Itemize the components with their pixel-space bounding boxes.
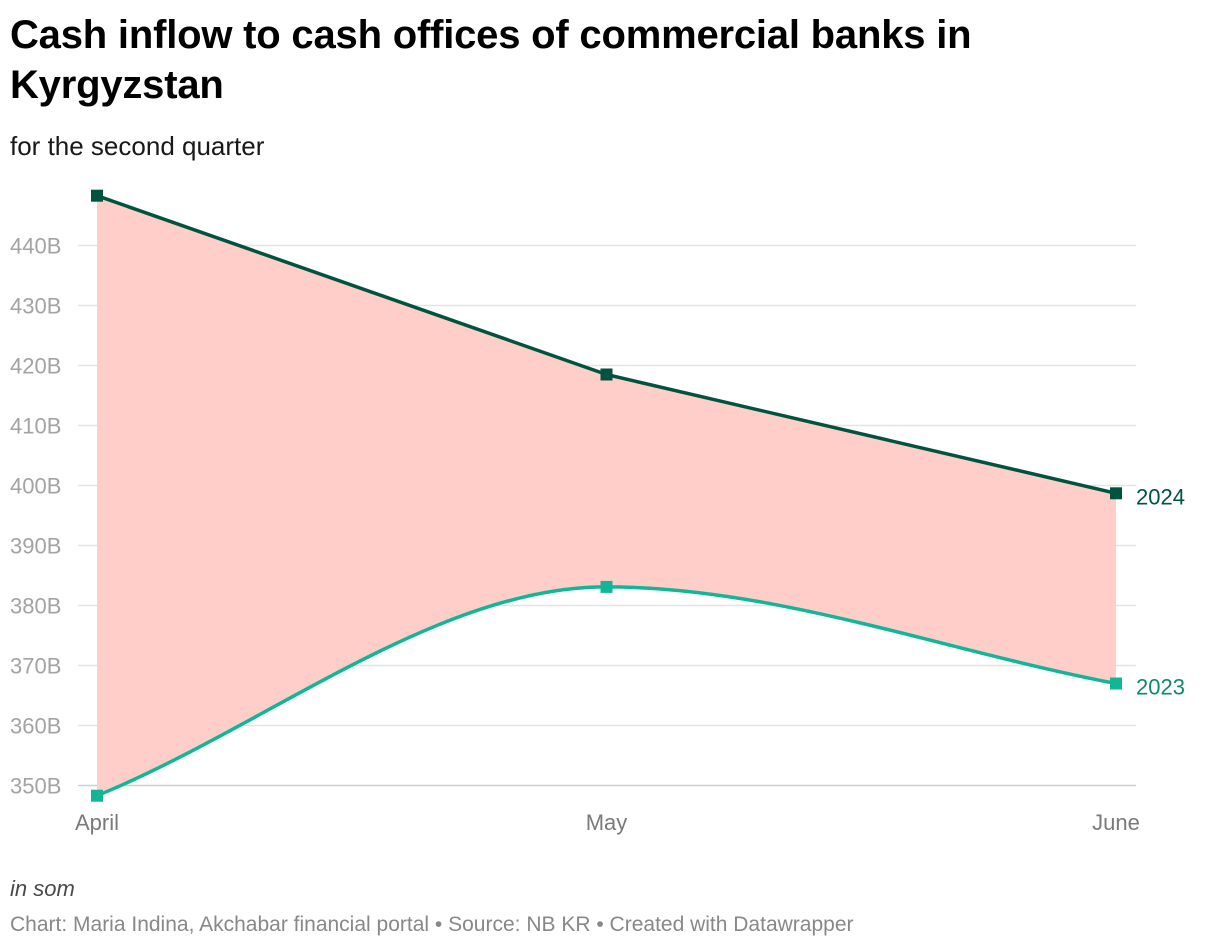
data-point-2024 (91, 189, 103, 202)
area-between-2023-2024 (97, 195, 1116, 796)
y-tick-label: 430B (10, 294, 61, 319)
data-point-2023 (1110, 677, 1122, 690)
y-tick-label: 390B (10, 534, 61, 559)
y-tick-label: 410B (10, 414, 61, 439)
x-tick-label: May (586, 810, 628, 835)
x-tick-label: June (1092, 810, 1140, 835)
x-axis: April May June (75, 810, 1140, 835)
footer-separator: • (596, 913, 604, 936)
series-label-2023: 2023 (1136, 675, 1185, 700)
series-lines (91, 189, 1122, 802)
series-label-2024: 2024 (1136, 484, 1185, 509)
y-tick-label: 420B (10, 354, 61, 379)
chart-footer: Chart: Maria Indina, Akchabar financial … (10, 913, 854, 937)
y-tick-label: 370B (10, 654, 61, 679)
x-tick-label: April (75, 810, 119, 835)
data-point-2024 (1110, 487, 1122, 500)
y-axis: 350B 360B 370B 380B 390B 400B 410B 420B 430B 440B (10, 234, 61, 799)
chart-title: Cash inflow to cash offices of commercia… (10, 13, 972, 107)
y-tick-label: 350B (10, 774, 61, 799)
footer-chart-credit: Chart: Maria Indina, Akchabar financial … (10, 913, 430, 936)
y-tick-label: 380B (10, 594, 61, 619)
data-point-2024 (600, 368, 613, 381)
series-labels: 2024 2023 (1136, 484, 1185, 699)
footer-separator: • (434, 913, 443, 936)
data-point-2023 (91, 789, 103, 802)
y-tick-label: 360B (10, 714, 61, 739)
line-chart: 350B 360B 370B 380B 390B 400B 410B 420B 430B 440B… (10, 189, 1185, 835)
area-between-series (97, 195, 1116, 796)
y-tick-label: 400B (10, 474, 61, 499)
chart-subtitle: for the second quarter (10, 131, 265, 161)
footer-created-with: Created with Datawrapper (609, 913, 854, 936)
y-tick-label: 440B (10, 234, 61, 259)
footer-source: Source: NB KR (448, 913, 591, 936)
chart-notes: in som (10, 876, 75, 901)
data-point-2023 (600, 580, 613, 593)
